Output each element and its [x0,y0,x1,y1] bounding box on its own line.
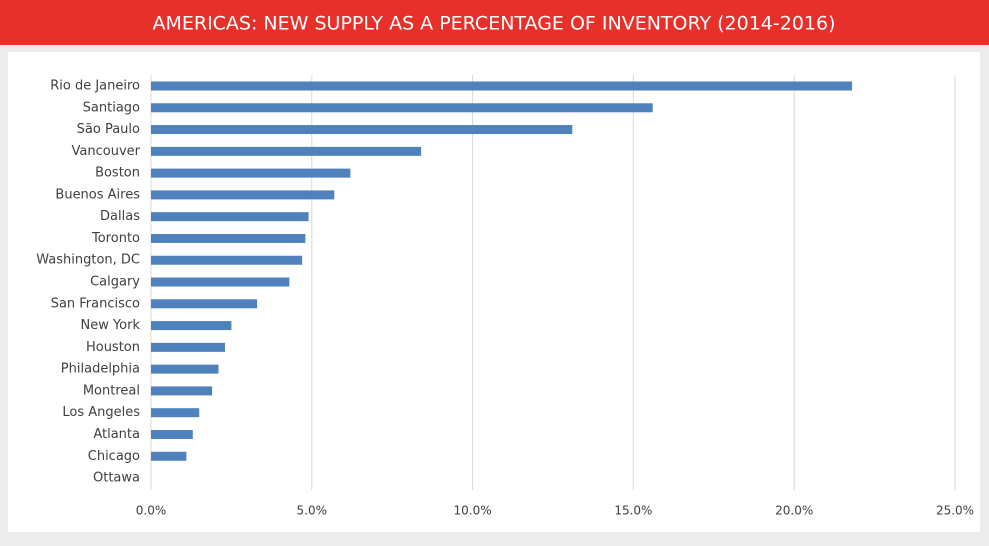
x-tick-label: 5.0% [297,504,328,518]
y-tick-label: São Paulo [77,122,140,137]
y-tick-label: Washington, DC [36,253,140,268]
bar [151,168,351,178]
y-tick-label: Los Angeles [62,405,140,420]
y-tick-label: Atlanta [93,427,140,442]
x-tick-label: 20.0% [775,504,813,518]
bar [151,386,213,396]
y-tick-label: Philadelphia [61,362,140,377]
bar [151,429,193,439]
y-tick-label: Buenos Aires [55,187,140,202]
y-tick-label: Calgary [90,275,140,290]
x-tick-label: 0.0% [136,504,167,518]
y-tick-label: Vancouver [72,144,141,159]
chart-title: AMERICAS: NEW SUPPLY AS A PERCENTAGE OF … [152,13,835,35]
y-tick-label: Montreal [83,383,140,398]
bar [151,451,187,461]
bar [151,125,573,135]
y-tick-label: Boston [95,166,140,181]
title-banner [0,0,989,45]
bar [151,146,422,156]
bar [151,299,258,309]
bar [151,212,309,222]
y-tick-label: Houston [86,340,140,355]
bar [151,103,653,113]
y-tick-label: Ottawa [93,471,140,486]
y-tick-label: Toronto [91,231,140,246]
bar [151,408,200,418]
x-tick-label: 15.0% [614,504,652,518]
y-tick-label: San Francisco [51,296,140,311]
y-tick-label: Dallas [100,209,140,224]
bar [151,321,232,331]
y-tick-label: Rio de Janeiro [50,79,140,94]
bar [151,277,290,287]
y-tick-label: Santiago [83,100,140,115]
y-tick-label: Chicago [88,449,140,464]
x-tick-label: 10.0% [454,504,492,518]
y-tick-label: New York [80,318,140,333]
bar [151,342,225,352]
bar [151,364,219,374]
bar [151,255,303,265]
bar [151,233,306,243]
bar [151,190,335,200]
x-tick-label: 25.0% [936,504,974,518]
bar [151,81,853,91]
